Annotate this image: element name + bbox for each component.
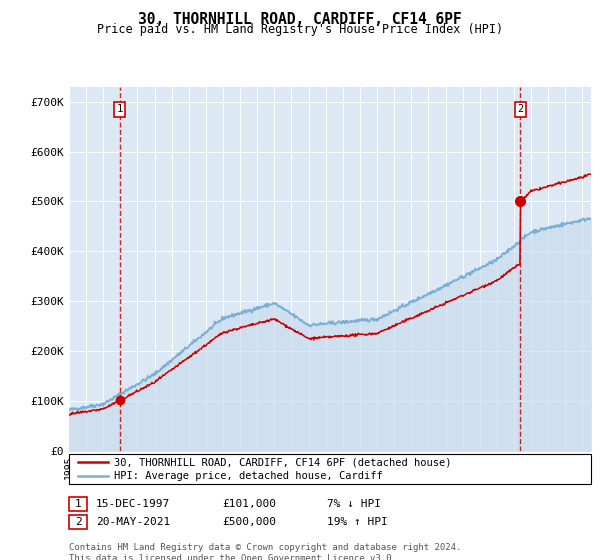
- Text: 1: 1: [116, 104, 123, 114]
- Text: HPI: Average price, detached house, Cardiff: HPI: Average price, detached house, Card…: [114, 471, 383, 481]
- Text: 2: 2: [517, 104, 524, 114]
- Text: 2: 2: [74, 517, 82, 527]
- Text: £500,000: £500,000: [222, 517, 276, 527]
- Text: 15-DEC-1997: 15-DEC-1997: [96, 499, 170, 509]
- Text: 30, THORNHILL ROAD, CARDIFF, CF14 6PF: 30, THORNHILL ROAD, CARDIFF, CF14 6PF: [138, 12, 462, 27]
- Text: 19% ↑ HPI: 19% ↑ HPI: [327, 517, 388, 527]
- Text: 7% ↓ HPI: 7% ↓ HPI: [327, 499, 381, 509]
- Text: £101,000: £101,000: [222, 499, 276, 509]
- Text: Contains HM Land Registry data © Crown copyright and database right 2024.
This d: Contains HM Land Registry data © Crown c…: [69, 543, 461, 560]
- Text: 1: 1: [74, 499, 82, 509]
- Text: Price paid vs. HM Land Registry's House Price Index (HPI): Price paid vs. HM Land Registry's House …: [97, 22, 503, 36]
- Text: 30, THORNHILL ROAD, CARDIFF, CF14 6PF (detached house): 30, THORNHILL ROAD, CARDIFF, CF14 6PF (d…: [114, 457, 452, 467]
- Text: 20-MAY-2021: 20-MAY-2021: [96, 517, 170, 527]
